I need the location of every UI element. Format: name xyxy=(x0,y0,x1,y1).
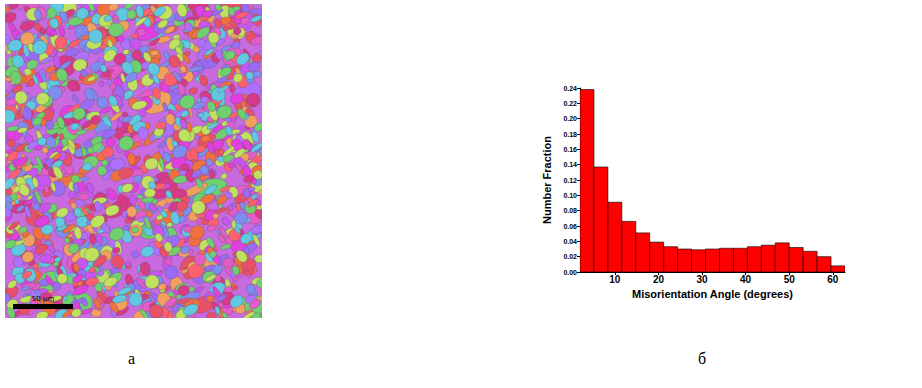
html-text:а: а xyxy=(128,350,136,367)
svg-text:0.06: 0.06 xyxy=(563,223,577,230)
svg-text:0.20: 0.20 xyxy=(563,115,577,122)
svg-text:50: 50 xyxy=(784,274,796,285)
svg-text:0.16: 0.16 xyxy=(563,146,577,153)
svg-text:60: 60 xyxy=(827,274,839,285)
svg-text:0.12: 0.12 xyxy=(563,177,577,184)
svg-text:0.00: 0.00 xyxy=(563,269,577,276)
html-text:б: б xyxy=(698,350,707,367)
svg-text:10: 10 xyxy=(609,274,621,285)
svg-text:0.10: 0.10 xyxy=(563,192,577,199)
svg-text:0.14: 0.14 xyxy=(563,161,577,168)
svg-text:0.04: 0.04 xyxy=(563,238,577,245)
svg-text:0.22: 0.22 xyxy=(563,100,577,107)
svg-text:0.08: 0.08 xyxy=(563,207,577,214)
svg-text:50 µm: 50 µm xyxy=(32,295,55,303)
svg-text:0.02: 0.02 xyxy=(563,253,577,260)
svg-text:0.18: 0.18 xyxy=(563,131,577,138)
svg-text:20: 20 xyxy=(653,274,665,285)
svg-text:30: 30 xyxy=(696,274,708,285)
svg-text:40: 40 xyxy=(740,274,752,285)
svg-text:Misorientation Angle (degrees): Misorientation Angle (degrees) xyxy=(632,288,793,300)
svg-text:Number Fraction: Number Fraction xyxy=(541,136,553,224)
svg-text:0.24: 0.24 xyxy=(563,85,577,92)
